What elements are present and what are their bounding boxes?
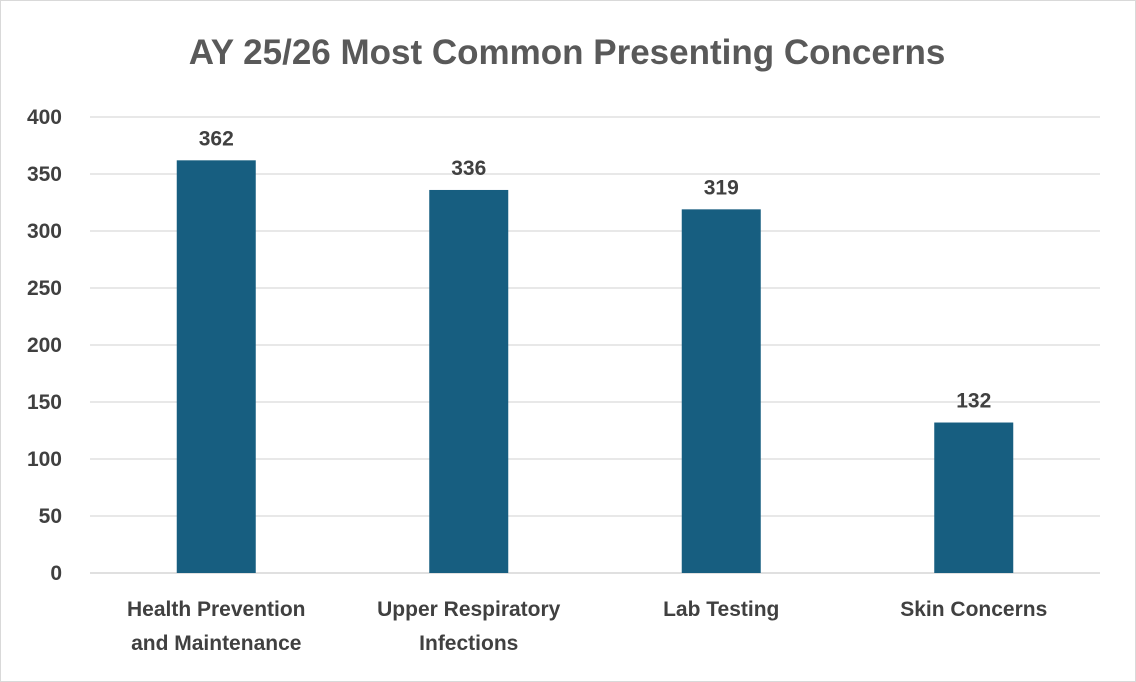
- bar: [429, 189, 509, 573]
- data-label: 319: [704, 176, 739, 199]
- bar: [681, 209, 761, 573]
- y-tick-label: 0: [50, 562, 62, 585]
- y-tick-label: 150: [27, 391, 62, 414]
- category-label: Lab Testing: [663, 598, 779, 621]
- chart-title: AY 25/26 Most Common Presenting Concerns: [189, 33, 946, 72]
- y-tick-label: 350: [27, 163, 62, 186]
- data-label: 362: [199, 127, 234, 150]
- y-tick-label: 100: [27, 448, 62, 471]
- y-tick-label: 200: [27, 334, 62, 357]
- y-tick-label: 400: [27, 106, 62, 129]
- category-label-line: and Maintenance: [131, 632, 301, 655]
- category-label-line: Infections: [419, 632, 518, 655]
- category-label: Skin Concerns: [900, 598, 1047, 621]
- category-label-line: Skin Concerns: [900, 598, 1047, 621]
- y-tick-label: 50: [39, 505, 62, 528]
- y-tick-label: 250: [27, 277, 62, 300]
- bar: [176, 160, 256, 573]
- bars: [176, 160, 1014, 573]
- y-axis-ticks: 0 50 100 150 200 250 300 350 400: [27, 106, 62, 585]
- data-label: 336: [451, 157, 486, 180]
- x-axis-categories: Health Prevention and Maintenance Upper Re…: [127, 598, 1047, 655]
- category-label-line: Health Prevention: [127, 598, 306, 621]
- category-label: Health Prevention and Maintenance: [127, 598, 306, 655]
- data-labels: 362 336 319 132: [199, 127, 992, 412]
- gridlines: [90, 116, 1100, 574]
- category-label-line: Upper Respiratory: [377, 598, 561, 621]
- category-label-line: Lab Testing: [663, 598, 779, 621]
- category-label: Upper Respiratory Infections: [377, 598, 561, 655]
- bar: [934, 422, 1014, 573]
- data-label: 132: [956, 390, 991, 413]
- y-tick-label: 300: [27, 220, 62, 243]
